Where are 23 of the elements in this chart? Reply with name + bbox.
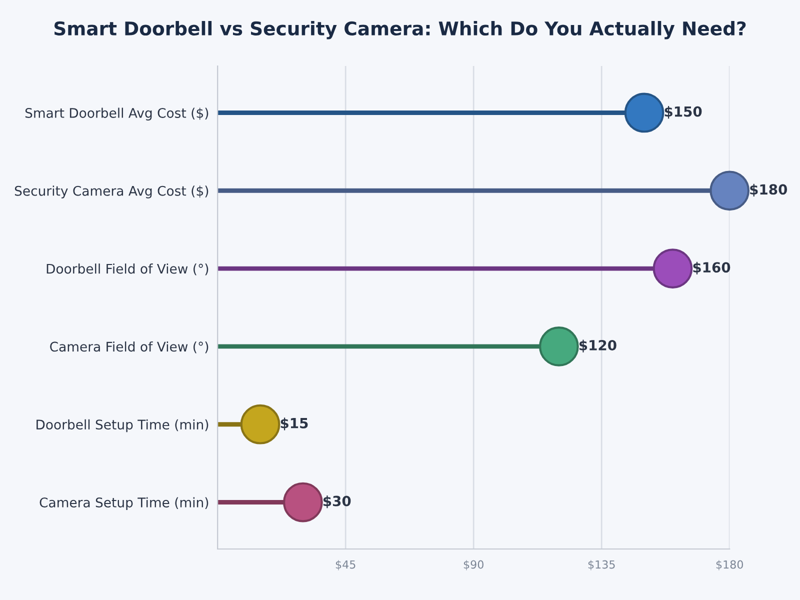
x-tick-label: $180 <box>716 560 743 570</box>
point <box>624 92 664 133</box>
x-tick-label: $90 <box>464 560 484 570</box>
point <box>652 248 693 288</box>
data-label: $120 <box>579 340 616 352</box>
y-tick-label: Doorbell Setup Time (min) <box>36 419 208 432</box>
y-tick-label: Doorbell Field of View (°) <box>46 264 208 276</box>
x-tick-label: $45 <box>336 560 356 570</box>
y-tick-label: Smart Doorbell Avg Cost ($) <box>25 108 208 120</box>
x-tick-label: $135 <box>588 560 615 570</box>
chart-title: Smart Doorbell vs Security Camera: Which Do You Actually Need? <box>54 21 746 40</box>
data-label: $160 <box>693 262 730 274</box>
point <box>538 326 579 366</box>
point <box>282 482 323 522</box>
y-tick-label: Security Camera Avg Cost ($) <box>14 186 208 198</box>
point <box>240 404 280 444</box>
y-tick-label: Camera Field of View (°) <box>50 341 208 354</box>
point <box>710 170 750 211</box>
data-label: $30 <box>323 496 351 508</box>
y-tick-label: Camera Setup Time (min) <box>40 497 208 510</box>
data-label: $15 <box>280 418 308 430</box>
data-label: $180 <box>750 184 788 197</box>
data-label: $150 <box>664 106 702 119</box>
